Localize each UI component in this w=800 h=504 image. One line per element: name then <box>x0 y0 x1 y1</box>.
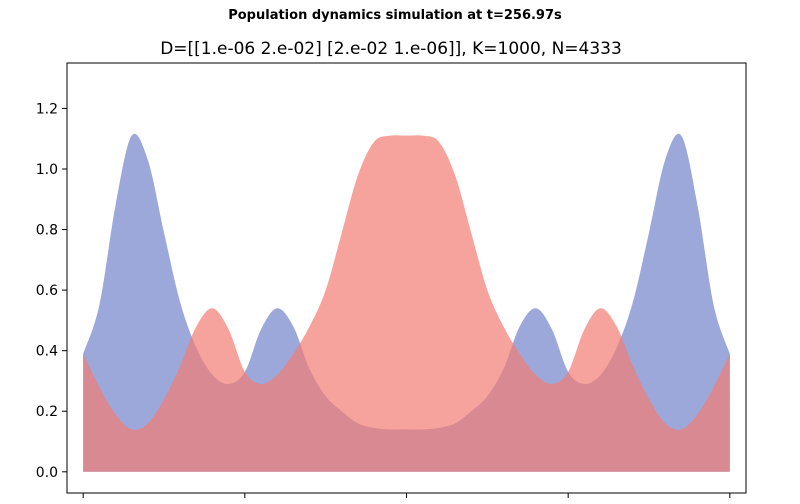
y-tick-label: 1.0 <box>36 162 58 178</box>
y-tick-label: 0.4 <box>36 344 58 360</box>
figure-suptitle: Population dynamics simulation at t=256.… <box>228 8 562 23</box>
y-tick-label: 0.2 <box>36 404 58 420</box>
chart-title: D=[[1.e-06 2.e-02] [2.e-02 1.e-06]], K=1… <box>160 39 622 59</box>
y-tick-label: 0.8 <box>36 223 58 239</box>
y-tick-label: 1.2 <box>36 101 58 117</box>
area-series-group <box>83 133 730 472</box>
y-tick-label: 0.0 <box>36 465 58 481</box>
plot-area: 0.0 0.2 0.4 0.6 0.8 1.0 1.2 <box>36 62 747 498</box>
y-tick-label: 0.6 <box>36 283 58 299</box>
area-series-2 <box>83 135 730 472</box>
